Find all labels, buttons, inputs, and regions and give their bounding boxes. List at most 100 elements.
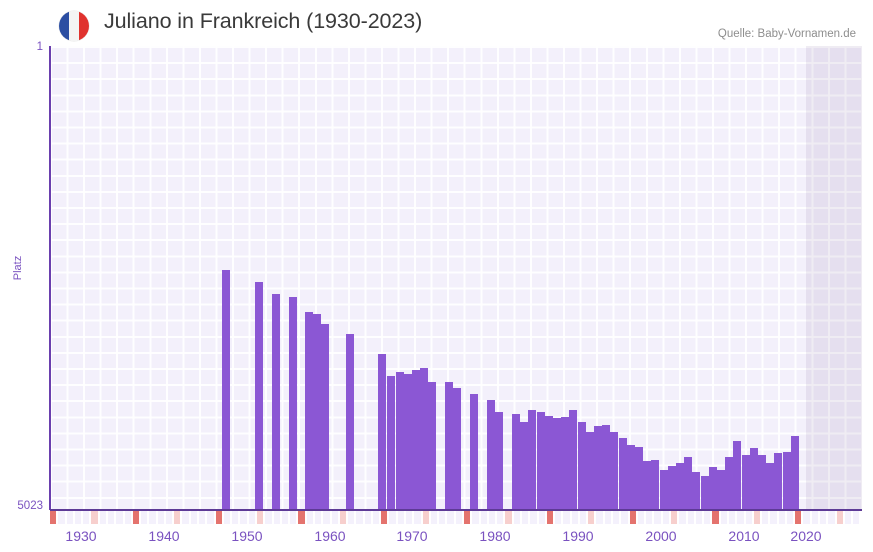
x-axis-tick-cell [414,511,423,524]
bar[interactable] [668,466,676,510]
bar[interactable] [321,324,329,510]
bar[interactable] [619,438,627,510]
x-axis-tick-cell [74,511,84,524]
no-data-shaded-region [806,46,862,510]
bar[interactable] [791,436,799,510]
bar[interactable] [495,412,503,510]
bar[interactable] [635,447,643,510]
bar[interactable] [766,463,774,510]
x-axis-tick-cell [455,511,464,524]
y-axis-title: Platz [12,255,24,281]
bar[interactable] [594,426,602,510]
x-axis-tick-cell [389,511,398,524]
bar[interactable] [396,372,404,510]
x-axis-tick-cell [588,511,597,524]
bar[interactable] [717,470,725,510]
bar[interactable] [272,294,280,510]
x-axis-tick-cell [480,511,489,524]
bar[interactable] [586,432,594,510]
x-axis-tick-cell [381,511,390,524]
x-axis-tick-cell [50,511,59,524]
bar[interactable] [774,453,782,510]
x-axis-tick-cell [58,511,67,524]
x-axis-tick-cell [107,511,117,524]
x-axis-tick-cell [488,511,498,524]
x-axis-tick-cell [165,511,175,524]
x-axis-tick-cell [306,511,315,524]
bar[interactable] [428,382,436,510]
bar[interactable] [627,445,635,510]
bar[interactable] [701,476,709,510]
x-axis-tick-cell [116,511,125,524]
bar[interactable] [387,376,395,510]
bar[interactable] [537,412,545,510]
bar[interactable] [378,354,386,510]
bar[interactable] [750,448,758,510]
x-axis-tick-cell [215,511,224,524]
x-axis-tick-cell [538,511,547,524]
x-axis-tick-cell [199,511,208,524]
bar[interactable] [346,334,354,510]
x-axis-tick-cell [430,511,440,524]
x-axis-tick-cell [679,511,688,524]
bar[interactable] [602,425,610,510]
x-axis-tick-cell [762,511,771,524]
bar[interactable] [445,382,453,510]
bar[interactable] [651,460,659,510]
bar[interactable] [255,282,263,510]
bar[interactable] [610,432,618,510]
bar[interactable] [660,470,668,510]
x-axis-tick-cell [786,511,796,524]
x-axis-label-2020: 2020 [790,528,822,544]
bar[interactable] [412,370,420,510]
bar[interactable] [692,472,700,510]
bar[interactable] [487,400,495,510]
bar[interactable] [684,457,692,510]
bar[interactable] [404,374,412,510]
x-axis-tick-cell [646,511,655,524]
bar[interactable] [520,422,528,510]
bar[interactable] [453,388,461,510]
x-axis-tick-cell [629,511,638,524]
bar[interactable] [305,312,313,510]
bar[interactable] [222,270,230,510]
bar[interactable] [742,455,750,510]
bar[interactable] [528,410,536,510]
x-axis-tick-cell [737,511,746,524]
x-axis-tick-cell [91,511,100,524]
bar[interactable] [553,418,561,510]
bar[interactable] [709,467,717,510]
x-axis-label-1960: 1960 [314,528,346,544]
bar[interactable] [512,414,520,510]
x-axis-tick-cell [422,511,431,524]
bar[interactable] [758,455,766,510]
bar[interactable] [420,368,428,510]
x-axis-tick-cell [190,511,200,524]
y-axis-line [49,46,51,510]
x-axis-tick-cell [505,511,514,524]
x-axis-tick-cell [704,511,713,524]
x-axis-tick-cell [604,511,614,524]
x-axis-label-2000: 2000 [645,528,677,544]
bar[interactable] [569,410,577,510]
x-axis-tick-cell [439,511,448,524]
x-axis-tick-cell [513,511,522,524]
x-axis-tick-cell [596,511,605,524]
page-title: Juliano in Frankreich (1930-2023) [104,9,423,33]
bar[interactable] [545,416,553,510]
x-axis-tick-cell [563,511,572,524]
bar[interactable] [470,394,478,510]
x-axis-tick-cell [207,511,216,524]
bar[interactable] [725,457,733,510]
x-axis-tick-cell [828,511,837,524]
x-axis-tick-cell [339,511,349,524]
bar[interactable] [783,452,791,510]
bar[interactable] [313,314,321,510]
bar[interactable] [578,422,586,510]
bar[interactable] [733,441,741,510]
bar[interactable] [643,461,651,510]
bar[interactable] [289,297,297,510]
bar[interactable] [561,417,569,510]
x-axis-tick-cell [637,511,647,524]
bar[interactable] [676,463,684,510]
